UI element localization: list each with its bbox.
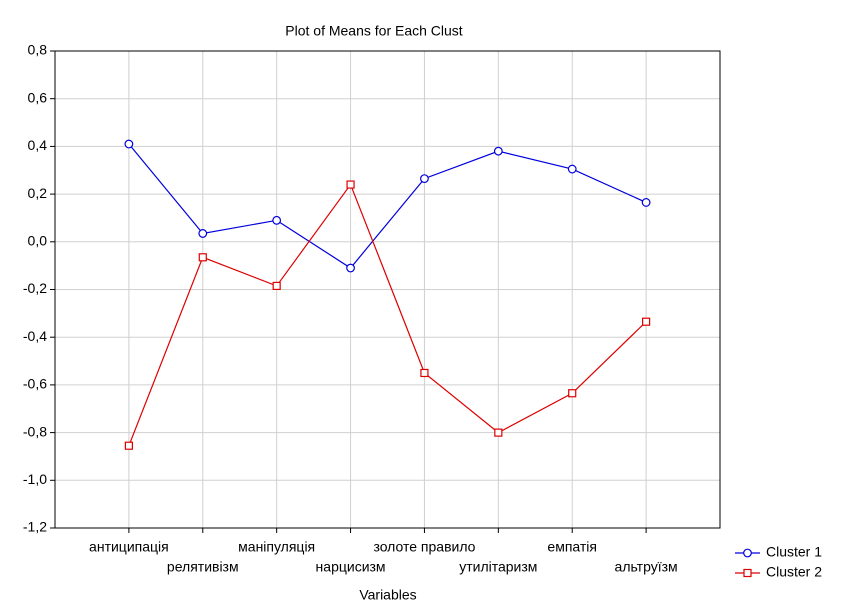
x-tick-label: релятивізм [167, 559, 239, 575]
y-tick-label: -0,4 [23, 328, 47, 344]
y-tick-label: 0,2 [28, 185, 48, 201]
x-tick-label: утилітаризм [459, 559, 537, 575]
marker [642, 317, 651, 326]
y-tick-label: 0,0 [28, 233, 48, 249]
marker [346, 180, 355, 189]
y-tick-label: -1,0 [23, 471, 47, 487]
marker [198, 253, 207, 262]
y-tick-label: 0,6 [28, 89, 48, 105]
marker [567, 164, 577, 174]
series-line [128, 143, 647, 269]
y-tick-label: -0,2 [23, 280, 47, 296]
legend-label: Cluster 1 [766, 544, 822, 560]
x-tick-label: емпатія [547, 539, 597, 555]
x-tick-label: золоте правило [373, 539, 475, 555]
marker [124, 139, 134, 149]
marker [568, 389, 577, 398]
y-tick-label: -1,2 [23, 519, 47, 535]
legend-label: Cluster 2 [766, 564, 822, 580]
marker [493, 146, 503, 156]
marker [743, 548, 752, 558]
marker [272, 215, 282, 225]
y-tick-label: -0,8 [23, 423, 47, 439]
y-tick-label: -0,6 [23, 376, 47, 392]
marker [420, 174, 429, 183]
marker [743, 568, 752, 578]
x-tick-label: маніпуляція [238, 539, 315, 555]
plot-frame [54, 50, 721, 529]
x-tick-label: альтруїзм [615, 559, 678, 575]
marker [346, 263, 355, 273]
marker [124, 441, 133, 450]
marker [198, 229, 208, 238]
x-tick-label: антиципація [89, 539, 169, 555]
marker [272, 281, 281, 291]
y-tick-label: 0,4 [28, 137, 48, 153]
series-line [128, 183, 647, 446]
x-axis-label: Variables [359, 587, 416, 603]
x-tick-label: нарцисизм [316, 559, 386, 575]
y-tick-label: 0,8 [28, 42, 48, 58]
marker [641, 198, 651, 207]
chart-title: Plot of Means for Each Clust [285, 23, 463, 39]
marker [494, 428, 503, 437]
marker [420, 368, 429, 378]
